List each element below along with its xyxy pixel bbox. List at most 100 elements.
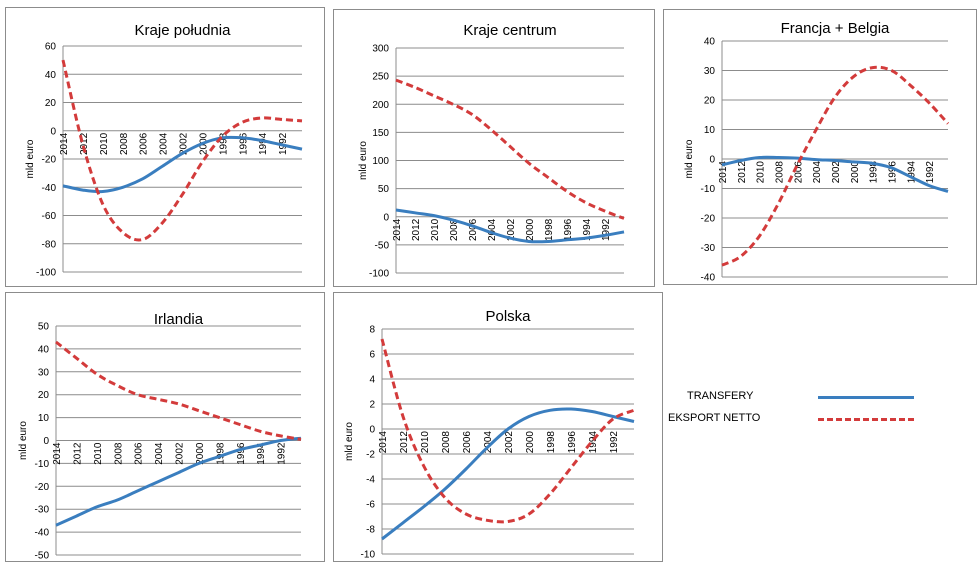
x-tick-label: 1992	[601, 218, 612, 241]
y-tick-label: 0	[43, 436, 49, 447]
series-line-transfery	[381, 407, 635, 541]
chart-panel-irlandia: Irlandia 50 40 30 20 10 0 -10 -20 -30 -40 -50 mld eu…	[5, 292, 325, 562]
x-tick-label: 1996	[238, 132, 249, 155]
y-axis-label: mld euro	[684, 139, 695, 178]
x-tick-label: 1998	[544, 218, 555, 241]
x-tick-label: 2002	[175, 442, 186, 465]
y-tick-label: -20	[701, 214, 716, 225]
x-tick-label: 2014	[392, 218, 403, 241]
x-tick-label: 2014	[59, 132, 70, 155]
x-tick-label: 2014	[718, 161, 729, 184]
x-tick-label: 2006	[468, 218, 479, 241]
x-tick-label: 2000	[850, 161, 861, 184]
x-tick-label: 1998	[215, 442, 226, 465]
chart-svg-kraje-poludnia: Kraje południa 60 40 20 0 -20 -40 -60 -80 -100 mld…	[25, 22, 303, 279]
y-tick-label: -40	[701, 273, 716, 284]
legend-label-eksport-netto: EKSPORT NETTO	[668, 412, 761, 424]
x-tick-label: 2002	[504, 431, 515, 454]
chart-panel-kraje-centrum: Kraje centrum 300 250 200 150 100 50 0 -50 -100 ml…	[333, 9, 655, 287]
series-line-eksport-netto	[61, 59, 303, 242]
x-tick-label: 2012	[72, 442, 83, 465]
y-tick-label: 50	[38, 322, 50, 333]
series-line-eksport-netto	[395, 78, 625, 220]
x-tick-label: 1992	[609, 431, 620, 454]
x-tick-label: 2008	[441, 431, 452, 454]
x-tick-label: 2000	[195, 442, 206, 465]
x-tick-label: 2010	[756, 161, 767, 184]
y-tick-label: 0	[709, 155, 715, 166]
x-tick-label: 2004	[487, 218, 498, 241]
y-tick-label: 20	[704, 96, 716, 107]
y-tick-label: 20	[45, 98, 57, 109]
x-tick-label: 1998	[218, 132, 229, 155]
x-tick-label: 2008	[119, 132, 130, 155]
chart-title-irlandia: Irlandia	[154, 311, 204, 328]
y-tick-label: -4	[366, 475, 375, 486]
x-tick-label: 1996	[563, 218, 574, 241]
x-tick-label: 2014	[378, 431, 389, 454]
y-tick-label: 0	[369, 425, 375, 436]
chart-svg-polska: Polska 8 6 4 2 0 -2 -4 -6 -8 -10 mld euro 2014 2012 20…	[344, 308, 635, 561]
x-tick-label: 2008	[113, 442, 124, 465]
y-tick-label: -8	[366, 525, 375, 536]
y-tick-label: 250	[372, 72, 389, 83]
y-tick-label: 40	[45, 70, 57, 81]
x-tick-label: 1996	[236, 442, 247, 465]
chart-panel-francja-belgia: Francja + Belgia 40 30 20 10 0 -10 -20 -30 -40 mld…	[663, 9, 977, 285]
x-tick-label: 2004	[159, 132, 170, 155]
chart-svg-francja-belgia: Francja + Belgia403020100-10-20-30-40mld…	[684, 20, 950, 284]
x-tick-label: 1998	[869, 161, 880, 184]
chart-title-polska: Polska	[485, 308, 531, 325]
y-tick-label: -20	[42, 155, 57, 166]
chart-title-kraje-centrum: Kraje centrum	[463, 22, 556, 39]
x-tick-label: 1994	[906, 161, 917, 184]
series-line-transfery	[395, 208, 625, 244]
x-tick-label: 2006	[134, 442, 145, 465]
series-line-eksport-netto	[721, 65, 950, 267]
x-tick-label: 2002	[506, 218, 517, 241]
chart-panel-polska: Polska 8 6 4 2 0 -2 -4 -6 -8 -10 mld euro 2014 2012 20…	[333, 292, 663, 562]
x-tick-label: 2004	[154, 442, 165, 465]
chart-title-francja-belgia: Francja + Belgia	[781, 20, 890, 37]
x-tick-label: 2012	[737, 161, 748, 184]
y-tick-label: -30	[701, 243, 716, 254]
x-tick-label: 2006	[793, 161, 804, 184]
x-tick-label: 1994	[582, 218, 593, 241]
y-tick-label: -10	[35, 459, 50, 470]
y-tick-label: -40	[35, 528, 50, 539]
x-tick-label: 1996	[888, 161, 899, 184]
series-line-eksport-netto	[55, 340, 302, 441]
x-tick-label: 2000	[525, 431, 536, 454]
y-tick-label: -100	[36, 268, 56, 279]
y-axis-label: mld euro	[344, 422, 355, 461]
y-tick-label: 20	[38, 390, 50, 401]
y-tick-label: 8	[369, 325, 375, 336]
y-tick-label: -60	[42, 211, 57, 222]
x-tick-label: 2014	[52, 442, 63, 465]
y-tick-label: -40	[42, 183, 57, 194]
chart-panel-kraje-poludnia: Kraje południa 60 40 20 0 -20 -40 -60 -80 -100 mld…	[5, 7, 325, 287]
series-line-transfery	[55, 436, 302, 527]
x-tick-label: 2000	[525, 218, 536, 241]
y-tick-label: 30	[38, 367, 50, 378]
y-tick-label: 300	[372, 44, 389, 55]
series-line-transfery	[721, 155, 949, 193]
y-axis-label: mld euro	[358, 141, 369, 180]
x-tick-label: 1996	[567, 431, 578, 454]
y-tick-label: 60	[45, 42, 57, 53]
y-tick-label: -50	[375, 240, 390, 251]
y-tick-label: -10	[361, 550, 376, 561]
x-tick-label: 2012	[411, 218, 422, 241]
y-tick-label: 200	[372, 100, 389, 111]
y-tick-label: 10	[38, 413, 50, 424]
legend-swatch-eksport-netto	[818, 418, 914, 421]
y-tick-label: 100	[372, 156, 389, 167]
x-tick-label: 1994	[258, 132, 269, 155]
x-tick-label: 2008	[449, 218, 460, 241]
series-line-eksport-netto	[380, 338, 635, 524]
y-tick-label: 4	[369, 375, 375, 386]
x-tick-label: 1994	[256, 442, 267, 465]
x-tick-label: 2010	[430, 218, 441, 241]
y-tick-label: -2	[366, 450, 375, 461]
